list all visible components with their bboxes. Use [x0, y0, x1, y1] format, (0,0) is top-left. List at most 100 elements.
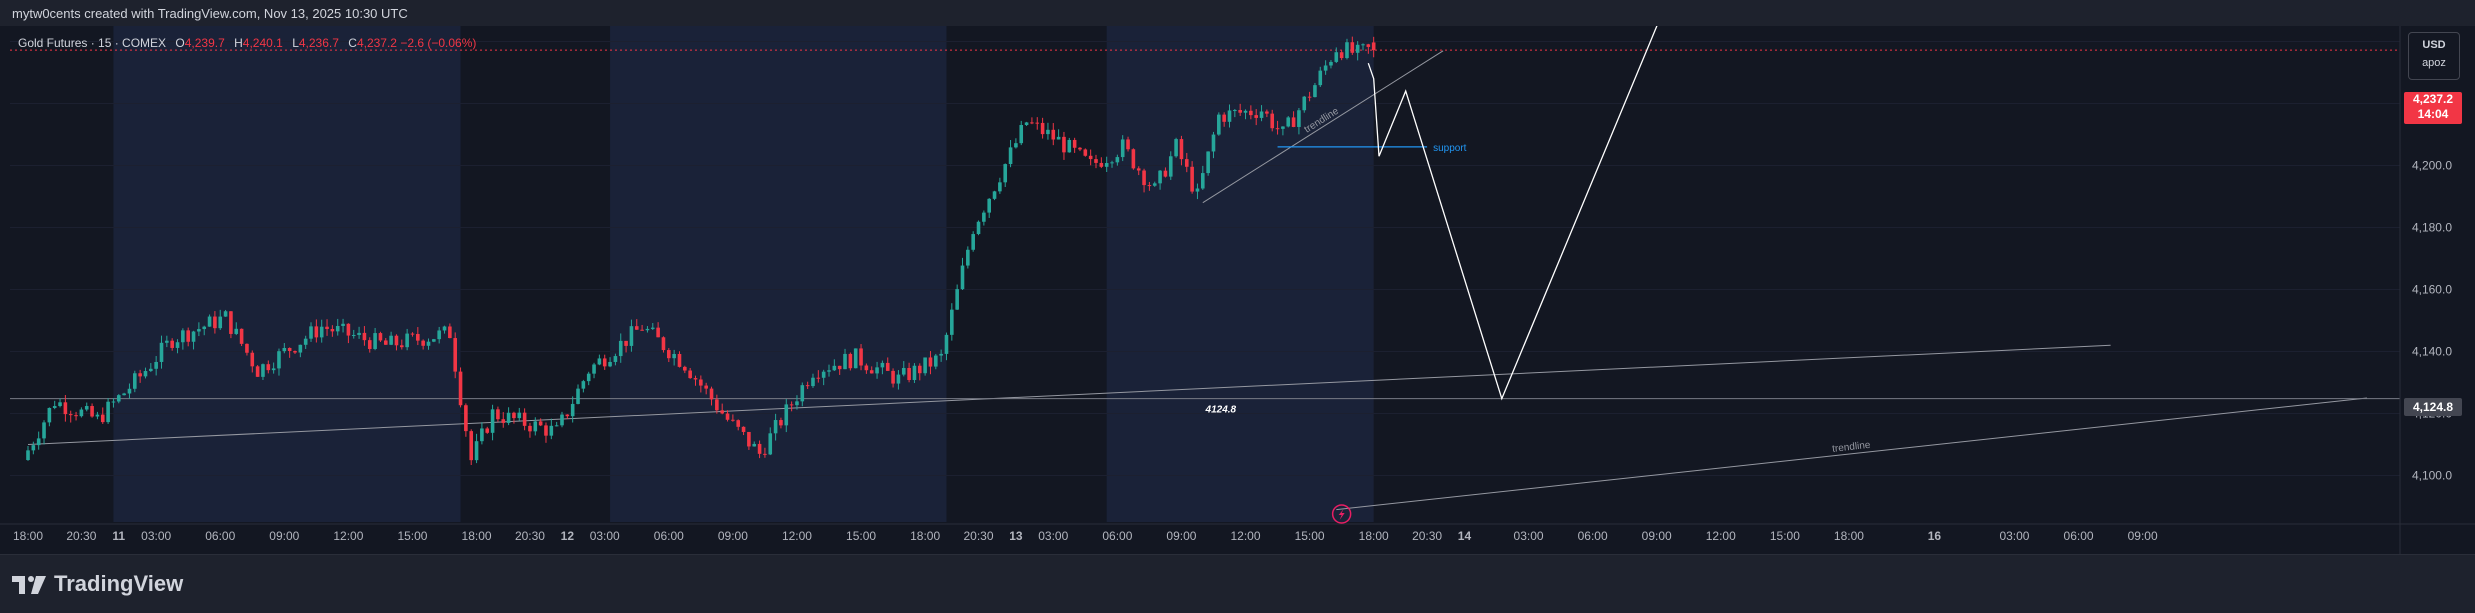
candle-body [875, 367, 879, 374]
candle-body [1233, 110, 1237, 112]
candle-body [1152, 183, 1157, 186]
candle-body [912, 365, 917, 381]
candle-body [570, 403, 575, 417]
candle-body [357, 332, 361, 335]
trend-line [27, 344, 2111, 445]
candle-body [223, 311, 228, 317]
candle-body [789, 404, 794, 406]
candle-body [1163, 170, 1168, 177]
candle-body [576, 388, 580, 404]
candle-body [816, 377, 821, 379]
candle-body [885, 362, 890, 371]
time-tick-label: 06:00 [1578, 529, 1608, 543]
alert-icon[interactable] [1331, 504, 1352, 524]
candle-body [266, 364, 271, 371]
price-tick-label: 4,200.0 [2412, 159, 2452, 173]
candle-body [122, 393, 126, 396]
alert-icon-bolt [1338, 509, 1345, 520]
candle-body [998, 182, 1002, 192]
candle-body [1126, 139, 1130, 150]
tradingview-logo[interactable]: TradingView [12, 571, 183, 597]
candle-body [773, 420, 778, 434]
symbol-legend: Gold Futures · 15 · COMEX O4,239.7 H4,24… [18, 36, 476, 50]
candle-body [68, 414, 73, 416]
candle-body [63, 402, 68, 415]
candle-body [661, 337, 666, 351]
candles [26, 36, 1376, 466]
candle-body [410, 333, 415, 335]
time-tick-label: 09:00 [2128, 529, 2158, 543]
candle-body [133, 373, 137, 389]
time-tick-label: 18:00 [1834, 529, 1864, 543]
price-tick-label: 4,180.0 [2412, 221, 2452, 235]
candle-body [47, 407, 52, 423]
time-tick-label: 09:00 [269, 529, 299, 543]
candle-body [544, 425, 548, 436]
candle-body [159, 342, 164, 362]
time-axis[interactable]: 18:00 20:30 11 03:00 06:00 09:00 12:00 15:00 18:… [0, 523, 2475, 543]
candle-body [202, 326, 207, 330]
candle-body [549, 425, 554, 436]
candle-body [1206, 151, 1210, 174]
candle-body [869, 370, 874, 374]
candle-body [741, 426, 746, 432]
candle-body [383, 340, 388, 345]
candle-body [432, 339, 436, 342]
candle-body [1104, 163, 1109, 167]
chart-area[interactable]: trendline trendline support 4124.8 4,100.0 4… [0, 12, 2475, 554]
candle-body [1147, 185, 1152, 187]
candle-body [528, 425, 532, 432]
low-value: 4,236.7 [298, 36, 339, 50]
candle-body [896, 374, 901, 384]
candle-body [1355, 44, 1360, 53]
time-tick-label: 03:00 [1999, 529, 2029, 543]
candle-body [950, 309, 954, 335]
candle-body [469, 431, 474, 461]
candle-body [1222, 114, 1226, 122]
time-tick-label: 15:00 [846, 529, 876, 543]
candle-body [1019, 125, 1024, 144]
candle-body [677, 353, 682, 367]
candle-body [688, 370, 692, 379]
candle-body [346, 323, 351, 336]
candle-body [250, 352, 255, 367]
candle-body [1302, 96, 1307, 111]
candle-body [976, 221, 981, 235]
candle-body [405, 333, 409, 348]
candle-body [757, 443, 762, 454]
candle-body [522, 412, 527, 426]
candle-body [597, 358, 602, 365]
candle-body [90, 406, 94, 417]
candle-body [95, 414, 100, 417]
candle-body [1211, 134, 1216, 152]
drawn-lines [10, 49, 2400, 511]
candle-body [538, 421, 543, 426]
candle-body [650, 327, 655, 329]
candle-body [1142, 170, 1146, 186]
candle-body [31, 445, 36, 451]
candle-body [1040, 122, 1045, 135]
level-label: 4124.8 [1205, 405, 1237, 416]
candle-body [827, 370, 831, 372]
candle-body [1323, 65, 1328, 71]
candle-body [319, 326, 324, 338]
candle-body [731, 419, 735, 421]
currency-unit-button[interactable]: USD apoz [2408, 32, 2460, 80]
candle-body [693, 378, 698, 380]
time-tick-label: 03:00 [141, 529, 171, 543]
candle-body [1003, 164, 1008, 183]
candle-body [58, 402, 62, 407]
price-tick-label: 4,100.0 [2412, 469, 2452, 483]
candle-body [309, 326, 313, 339]
candle-body [474, 441, 479, 461]
candle-body [1008, 147, 1013, 165]
candle-body [1238, 110, 1242, 113]
candle-body [1067, 139, 1072, 153]
candle-body [229, 311, 233, 334]
top-caption-bar: mytw0cents created with TradingView.com,… [0, 0, 2475, 27]
candle-body [517, 412, 522, 419]
candle-body [207, 316, 212, 327]
candle-body [602, 358, 607, 367]
candle-body [1217, 114, 1221, 135]
